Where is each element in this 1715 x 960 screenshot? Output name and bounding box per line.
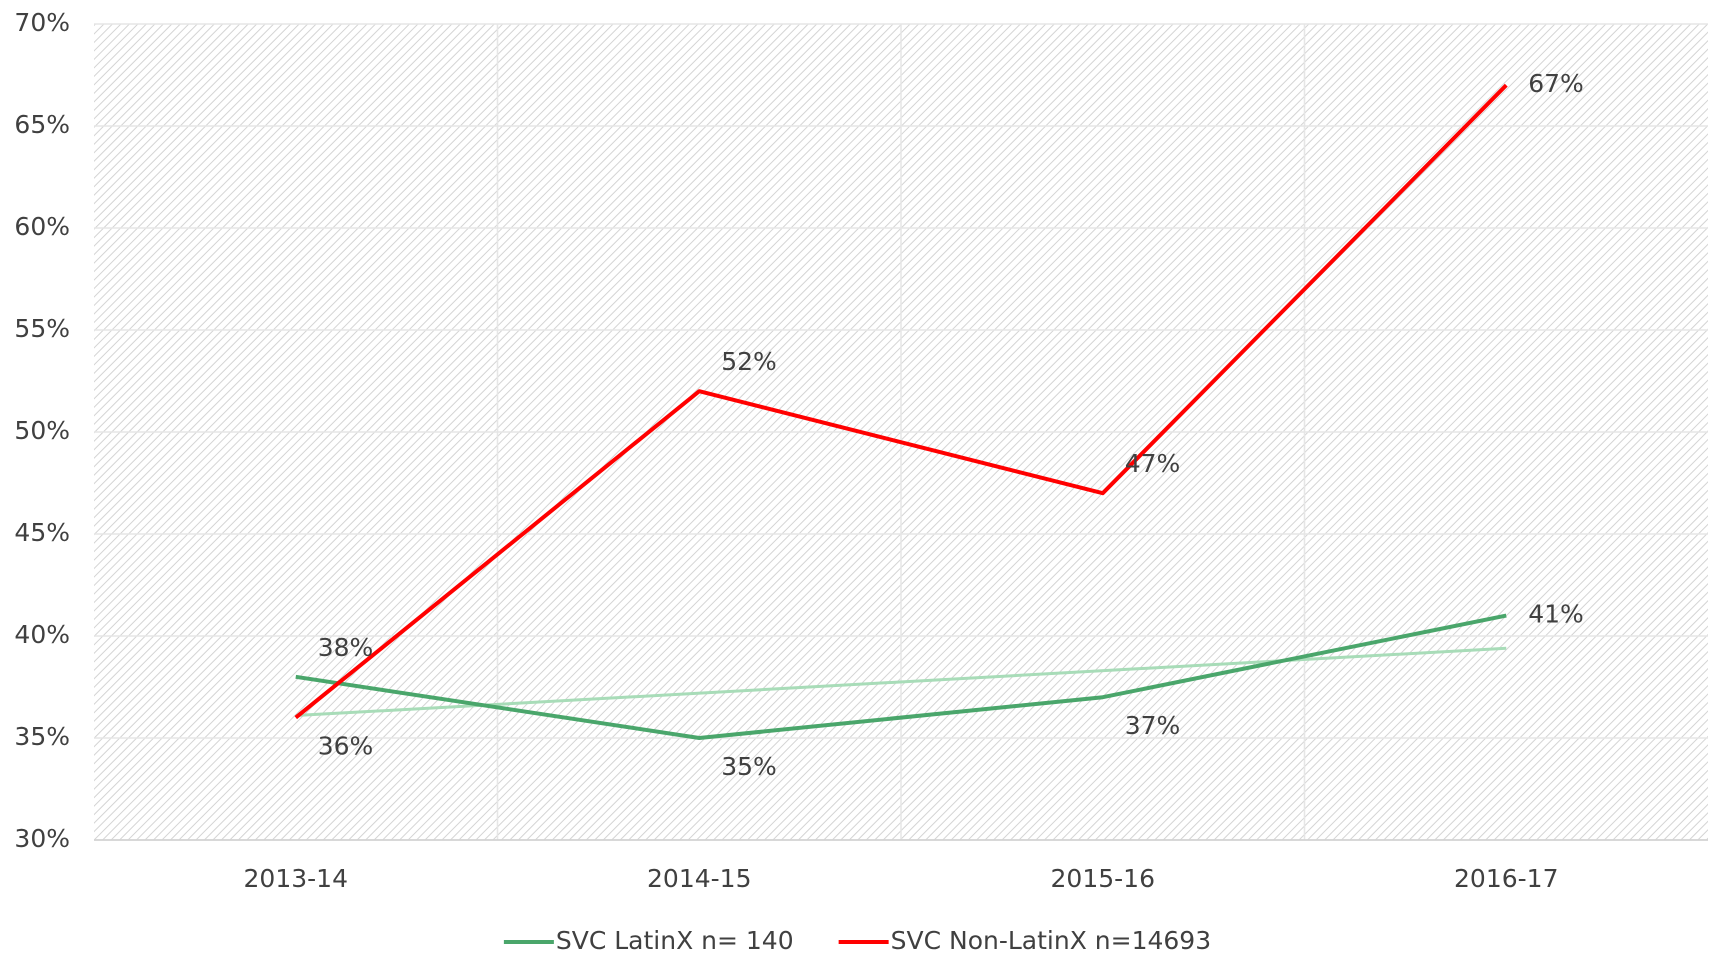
y-tick-label: 35% bbox=[14, 722, 70, 751]
legend-label: SVC Non-LatinX n=14693 bbox=[891, 926, 1211, 955]
y-tick-label: 70% bbox=[14, 8, 70, 37]
series-line bbox=[295, 613, 1507, 740]
data-label: 52% bbox=[721, 347, 777, 376]
data-label: 37% bbox=[1125, 711, 1181, 740]
data-label: 41% bbox=[1528, 600, 1584, 629]
x-tick-label: 2013-14 bbox=[244, 864, 348, 893]
legend-label: SVC LatinX n= 140 bbox=[556, 926, 794, 955]
data-label: 36% bbox=[318, 732, 374, 761]
data-label: 35% bbox=[721, 752, 777, 781]
x-tick-label: 2016-17 bbox=[1454, 864, 1558, 893]
y-tick-label: 55% bbox=[14, 314, 70, 343]
trendline bbox=[295, 646, 1507, 718]
data-label: 67% bbox=[1528, 69, 1584, 98]
y-tick-label: 50% bbox=[14, 416, 70, 445]
y-tick-label: 45% bbox=[14, 518, 70, 547]
series-line bbox=[294, 83, 1508, 720]
y-tick-label: 60% bbox=[14, 212, 70, 241]
x-tick-label: 2015-16 bbox=[1051, 864, 1155, 893]
y-tick-label: 65% bbox=[14, 110, 70, 139]
data-label: 47% bbox=[1125, 449, 1181, 478]
y-tick-label: 40% bbox=[14, 620, 70, 649]
data-label: 38% bbox=[318, 633, 374, 662]
y-tick-label: 30% bbox=[14, 824, 70, 853]
x-tick-label: 2014-15 bbox=[647, 864, 751, 893]
